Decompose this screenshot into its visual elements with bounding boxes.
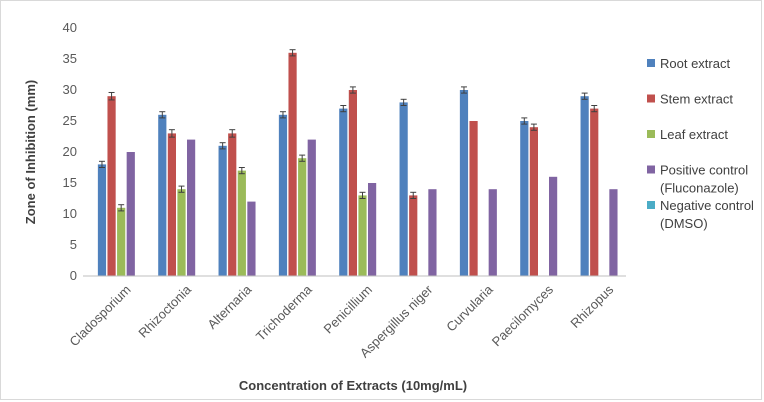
bar — [488, 189, 497, 276]
x-tick-label: Rhizoctonia — [135, 281, 194, 340]
bar — [218, 145, 227, 276]
y-tick-label: 5 — [70, 237, 77, 252]
bar — [520, 121, 529, 276]
bar — [409, 195, 418, 276]
bar — [459, 90, 469, 276]
bar — [368, 183, 377, 276]
legend-swatch — [647, 59, 655, 67]
y-tick-label: 25 — [63, 113, 77, 128]
y-tick-label: 35 — [63, 51, 77, 66]
legend-label: Negative control — [660, 198, 754, 213]
bar — [97, 164, 107, 276]
legend: Root extract Stem extract Leaf extract Posi… — [647, 56, 754, 231]
bar — [428, 189, 437, 276]
legend-label: (DMSO) — [660, 216, 708, 231]
bar — [187, 139, 196, 276]
legend-label: Stem extract — [660, 92, 733, 107]
bar — [529, 127, 538, 276]
y-tick-labels: 0 5 10 15 20 25 30 35 40 — [63, 20, 77, 283]
x-tick-label: Penicillium — [321, 282, 376, 337]
bars — [97, 52, 618, 277]
bar — [358, 195, 367, 276]
x-tick-label: Curvularia — [443, 281, 496, 334]
y-axis-title: Zone of Inhibition (mm) — [23, 80, 38, 224]
bar — [177, 189, 186, 276]
bar — [158, 114, 167, 276]
bar — [580, 96, 589, 276]
bar — [237, 170, 246, 276]
bar — [307, 139, 316, 276]
bar — [167, 133, 176, 276]
x-axis-title: Concentration of Extracts (10mg/mL) — [239, 378, 467, 393]
bar — [278, 114, 288, 276]
bar — [298, 158, 307, 276]
x-tick-label: Alternaria — [204, 281, 254, 331]
bar — [107, 96, 116, 276]
bar — [126, 152, 135, 276]
legend-label: Leaf extract — [660, 127, 728, 142]
x-tick-labels: Cladosporium Rhizoctonia AlternariaTrichod… — [66, 281, 616, 360]
legend-swatch — [647, 130, 655, 138]
y-tick-label: 0 — [70, 268, 77, 283]
bar — [609, 189, 618, 276]
legend-swatch — [647, 165, 655, 174]
bar — [228, 133, 237, 276]
y-tick-label: 30 — [63, 82, 77, 97]
legend-label: Root extract — [660, 56, 730, 71]
bar — [288, 52, 297, 276]
x-tick-label: Trichoderma — [253, 281, 315, 343]
bar — [117, 207, 126, 276]
y-tick-label: 15 — [63, 175, 77, 190]
y-tick-label: 20 — [63, 144, 77, 159]
bar — [348, 90, 357, 276]
legend-swatch — [647, 201, 655, 209]
y-tick-label: 10 — [63, 206, 77, 221]
error-bars — [98, 49, 598, 212]
bar — [399, 102, 408, 277]
bar — [339, 108, 348, 276]
bar — [549, 176, 558, 276]
x-tick-label: Cladosporium — [66, 282, 133, 349]
legend-label: Positive control — [660, 163, 748, 178]
bar — [469, 121, 478, 276]
x-tick-label: Paecilomyces — [489, 282, 557, 350]
x-tick-label: Rhizopus — [567, 282, 616, 331]
bar — [247, 201, 256, 276]
bar — [590, 108, 599, 276]
legend-swatch — [647, 94, 655, 103]
legend-label: (Fluconazole) — [660, 181, 739, 196]
y-tick-label: 40 — [63, 20, 77, 35]
